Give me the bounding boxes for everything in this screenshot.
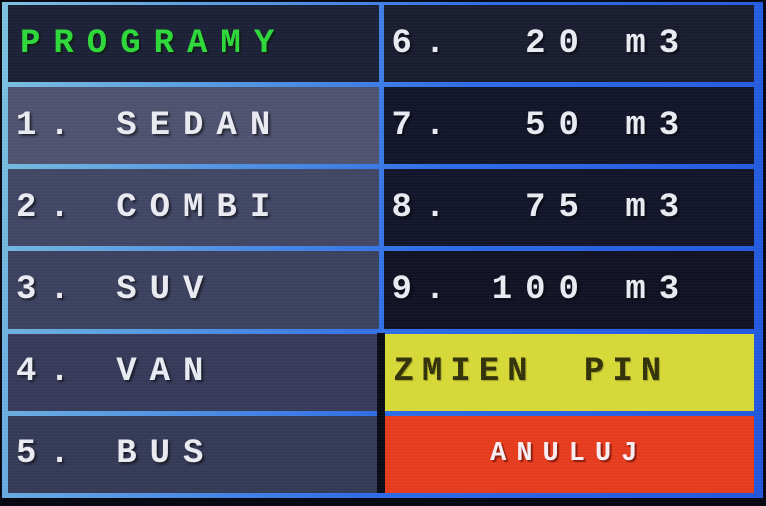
volume-button-75m3[interactable]: 8. 75 m3 — [383, 169, 754, 247]
program-combi-label: 2. COMBI — [16, 188, 284, 227]
program-bus-label: 5. BUS — [16, 435, 217, 474]
program-suv-label: 3. SUV — [16, 271, 217, 310]
program-button-suv[interactable]: 3. SUV — [8, 251, 379, 329]
program-button-van[interactable]: 4. VAN — [8, 333, 379, 411]
volume-20m3-label: 6. 20 m3 — [391, 24, 693, 63]
programs-title-cell: PROGRAMY — [8, 5, 379, 83]
column-divider-dark — [377, 333, 385, 493]
volume-button-100m3[interactable]: 9. 100 m3 — [383, 251, 754, 329]
menu-grid: PROGRAMY 6. 20 m3 1. SEDAN 7. 50 m3 2. C… — [2, 2, 763, 498]
program-sedan-label: 1. SEDAN — [16, 106, 284, 145]
change-pin-label: ZMIEN PIN — [393, 353, 670, 392]
volume-50m3-label: 7. 50 m3 — [391, 106, 693, 145]
program-van-label: 4. VAN — [16, 353, 217, 392]
volume-button-20m3[interactable]: 6. 20 m3 — [383, 5, 754, 83]
cancel-label: ANULUJ — [490, 439, 648, 470]
volume-button-50m3[interactable]: 7. 50 m3 — [383, 87, 754, 165]
program-button-bus[interactable]: 5. BUS — [8, 415, 379, 493]
change-pin-button[interactable]: ZMIEN PIN — [383, 333, 754, 411]
volume-100m3-label: 9. 100 m3 — [391, 271, 693, 310]
program-button-sedan[interactable]: 1. SEDAN — [8, 87, 379, 165]
cancel-button[interactable]: ANULUJ — [383, 415, 754, 493]
program-button-combi[interactable]: 2. COMBI — [8, 169, 379, 247]
programs-title: PROGRAMY — [20, 24, 288, 63]
volume-75m3-label: 8. 75 m3 — [391, 188, 693, 227]
